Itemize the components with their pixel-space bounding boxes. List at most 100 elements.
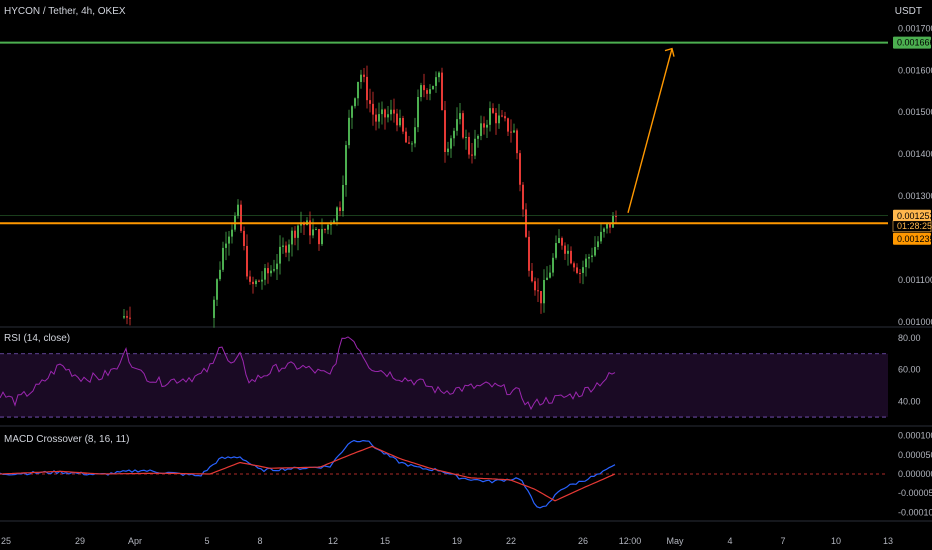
candle-body bbox=[522, 184, 524, 210]
candle-body bbox=[243, 230, 245, 246]
price-tick-label: 0.001700 bbox=[898, 23, 932, 33]
candle-body bbox=[459, 113, 461, 120]
currency-toggle[interactable]: USDT bbox=[894, 6, 922, 17]
support-price-tag-bg bbox=[893, 232, 931, 245]
candle-body bbox=[384, 109, 386, 118]
arrow-shaft bbox=[627, 48, 673, 214]
rsi-title[interactable]: RSI (14, close) bbox=[4, 333, 71, 344]
price-tick-label: 0.001600 bbox=[898, 65, 932, 75]
symbol-title[interactable]: HYCON / Tether, 4h, OKEX bbox=[4, 6, 126, 17]
time-tick-label: 29 bbox=[75, 536, 85, 546]
macd-pane[interactable] bbox=[0, 439, 888, 509]
candle-body bbox=[282, 245, 284, 247]
candle-body bbox=[534, 281, 536, 291]
candle-body bbox=[258, 280, 260, 282]
candle-body bbox=[318, 229, 320, 245]
candle-body bbox=[609, 223, 611, 228]
projection-arrow[interactable] bbox=[627, 47, 675, 214]
candle-body bbox=[321, 229, 323, 245]
candle-body bbox=[579, 272, 581, 274]
candle-body bbox=[465, 136, 467, 138]
countdown-tag: 01:28:25 bbox=[897, 221, 932, 231]
time-tick-label: 7 bbox=[780, 536, 785, 546]
candle-body bbox=[360, 74, 362, 82]
candle-body bbox=[510, 131, 512, 133]
candle-body bbox=[480, 123, 482, 136]
candle-body bbox=[372, 103, 374, 115]
candle-body bbox=[477, 135, 479, 139]
time-tick-label: May bbox=[666, 536, 684, 546]
price-tick-label: 0.001300 bbox=[898, 191, 932, 201]
candle-body bbox=[582, 267, 584, 273]
candle-body bbox=[240, 204, 242, 231]
candle-body bbox=[225, 243, 227, 248]
candle-body bbox=[276, 263, 278, 270]
candle-body bbox=[408, 142, 410, 144]
candle-body bbox=[246, 245, 248, 277]
candle-body bbox=[381, 109, 383, 115]
macd-title[interactable]: MACD Crossover (8, 16, 11) bbox=[4, 434, 130, 445]
candle-body bbox=[498, 115, 500, 124]
candle-body bbox=[438, 72, 440, 78]
time-tick-label: 15 bbox=[380, 536, 390, 546]
candle-body bbox=[555, 243, 557, 258]
candle-body bbox=[309, 220, 311, 236]
price-tick-label: 0.001000 bbox=[898, 317, 932, 327]
candle-body bbox=[285, 245, 287, 253]
candle-body bbox=[396, 113, 398, 126]
last-price-tag: 0.001253 bbox=[897, 211, 932, 221]
candle-body bbox=[339, 207, 341, 211]
resistance-price-tag-bg bbox=[893, 36, 931, 49]
arrow-head bbox=[664, 47, 675, 57]
price-tick-label: 0.001400 bbox=[898, 149, 932, 159]
rsi-tick-label: 80.00 bbox=[898, 333, 921, 343]
candle-body bbox=[444, 110, 446, 153]
macd-tick-label: -0.000100 bbox=[898, 507, 932, 517]
candle-body bbox=[573, 263, 575, 268]
candle-body bbox=[594, 247, 596, 256]
candle-body bbox=[432, 85, 434, 90]
time-tick-label: 25 bbox=[1, 536, 11, 546]
candle-body bbox=[402, 117, 404, 132]
last-price-tag-bg bbox=[893, 209, 931, 222]
time-tick-label: 8 bbox=[257, 536, 262, 546]
candle-body bbox=[228, 236, 230, 244]
candles bbox=[123, 65, 617, 328]
candle-body bbox=[606, 223, 608, 229]
support-price-tag: 0.001235 bbox=[897, 234, 932, 244]
candle-body bbox=[567, 250, 569, 254]
candle-body bbox=[291, 230, 293, 245]
rsi-line bbox=[0, 336, 616, 411]
candle-body bbox=[129, 317, 131, 319]
time-tick-label: 13 bbox=[883, 536, 893, 546]
rsi-pane[interactable] bbox=[0, 336, 888, 418]
candle-body bbox=[261, 279, 263, 282]
candle-body bbox=[453, 130, 455, 139]
candle-body bbox=[375, 114, 377, 122]
candle-body bbox=[603, 228, 605, 232]
candle-body bbox=[264, 268, 266, 280]
candle-body bbox=[423, 85, 425, 91]
candle-body bbox=[279, 246, 281, 264]
price-pane[interactable] bbox=[0, 41, 888, 328]
candle-body bbox=[123, 316, 125, 318]
candle-body bbox=[600, 231, 602, 242]
candle-body bbox=[351, 106, 353, 118]
candle-body bbox=[273, 269, 275, 271]
candle-body bbox=[489, 108, 491, 125]
candle-body bbox=[468, 136, 470, 155]
time-tick-label: 19 bbox=[452, 536, 462, 546]
candle-body bbox=[435, 77, 437, 86]
candle-body bbox=[357, 81, 359, 99]
candle-body bbox=[501, 115, 503, 117]
candle-body bbox=[327, 224, 329, 230]
candle-body bbox=[324, 229, 326, 231]
time-tick-label: 12 bbox=[328, 536, 338, 546]
candle-body bbox=[345, 145, 347, 186]
candle-body bbox=[552, 257, 554, 273]
candle-body bbox=[570, 250, 572, 264]
macd-signal-line bbox=[0, 445, 616, 502]
candle-body bbox=[615, 216, 617, 218]
